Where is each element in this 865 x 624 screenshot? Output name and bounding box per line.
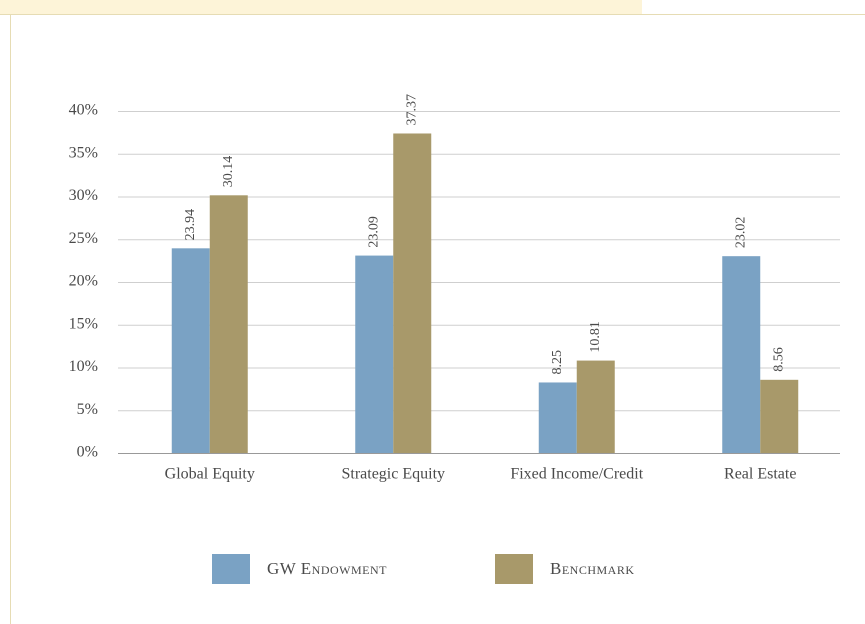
bar (538, 382, 577, 453)
legend-label: Benchmark (550, 559, 635, 578)
bar (576, 360, 615, 453)
bar (209, 195, 248, 454)
legend-swatch (212, 554, 250, 584)
value-label: 30.14 (221, 156, 236, 188)
value-label: 23.02 (733, 217, 748, 249)
y-tick-label: 25% (69, 230, 98, 247)
y-tick-label: 20% (69, 273, 98, 290)
x-tick-label: Fixed Income/Credit (510, 466, 643, 483)
y-tick-label: 5% (77, 401, 98, 418)
bar (171, 248, 210, 453)
x-tick-label: Strategic Equity (341, 466, 445, 483)
y-tick-label: 10% (69, 358, 98, 375)
bar (760, 379, 799, 453)
value-label: 8.56 (771, 347, 786, 372)
legend-swatch (495, 554, 533, 584)
bar (722, 256, 761, 453)
value-label: 23.09 (366, 216, 381, 248)
x-tick-label: Real Estate (724, 466, 796, 483)
top-strip (0, 0, 642, 14)
y-tick-label: 0% (77, 444, 98, 461)
y-tick-label: 40% (69, 102, 98, 119)
legend-label: GW Endowment (267, 559, 387, 578)
value-label: 10.81 (588, 321, 603, 353)
y-tick-label: 30% (69, 187, 98, 204)
y-tick-label: 15% (69, 315, 98, 332)
value-label: 23.94 (183, 209, 198, 241)
value-label: 8.25 (550, 350, 565, 375)
bar (393, 133, 432, 453)
bar (355, 255, 394, 453)
value-label: 37.37 (404, 94, 419, 126)
x-tick-label: Global Equity (165, 466, 255, 483)
y-tick-label: 35% (69, 144, 98, 161)
